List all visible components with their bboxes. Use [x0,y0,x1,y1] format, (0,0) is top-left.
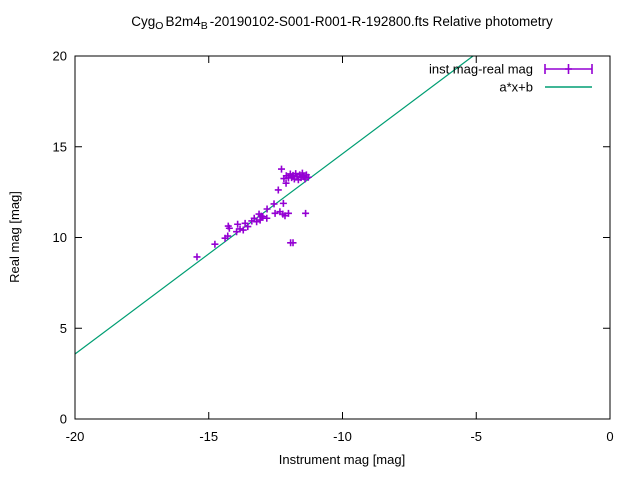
data-point-marker [270,200,278,208]
data-point-marker [284,209,292,217]
legend: inst mag-real mag a*x+b [429,62,593,95]
y-tick-label: 0 [60,412,67,427]
data-point-marker [271,209,279,217]
y-tick-label: 20 [53,49,67,64]
data-point-marker [298,169,306,177]
data-point-marker [278,165,286,173]
data-point-marker [234,220,242,228]
x-tick-label: -5 [470,429,482,444]
data-point-marker [274,186,282,194]
data-point-marker [259,213,267,221]
data-point-marker [244,223,252,231]
data-point-marker [236,225,244,233]
chart-title: CygO B2m4B -20190102-S001-R001-R-192800.ft… [131,14,553,32]
axis-ticks: -20 -15 -10 -5 0 0 5 10 15 20 [53,49,614,445]
data-points-series [193,165,312,261]
data-point-marker [224,232,232,240]
data-point-marker [304,173,312,181]
y-axis-label: Real mag [mag] [7,191,22,283]
data-point-marker [225,224,233,232]
data-point-marker [289,239,297,247]
data-point-marker [239,226,247,234]
x-axis-label: Instrument mag [mag] [279,452,405,467]
y-tick-label: 15 [53,139,67,154]
data-point-marker [263,205,271,213]
legend-label-data-series: inst mag-real mag [429,62,533,77]
x-tick-label: -10 [333,429,352,444]
data-point-marker [302,209,310,217]
y-tick-label: 5 [60,321,67,336]
plot-border [74,55,611,420]
x-tick-label: -15 [199,429,218,444]
data-point-marker [193,253,201,261]
data-point-marker [211,240,219,248]
data-point-marker [279,199,287,207]
x-tick-label: 0 [606,429,613,444]
data-point-marker [282,179,290,187]
y-tick-label: 10 [53,230,67,245]
legend-label-fit-line: a*x+b [499,80,533,95]
x-tick-label: -20 [66,429,85,444]
data-point-marker [263,214,271,222]
legend-errorbar-sample-icon [544,64,593,74]
